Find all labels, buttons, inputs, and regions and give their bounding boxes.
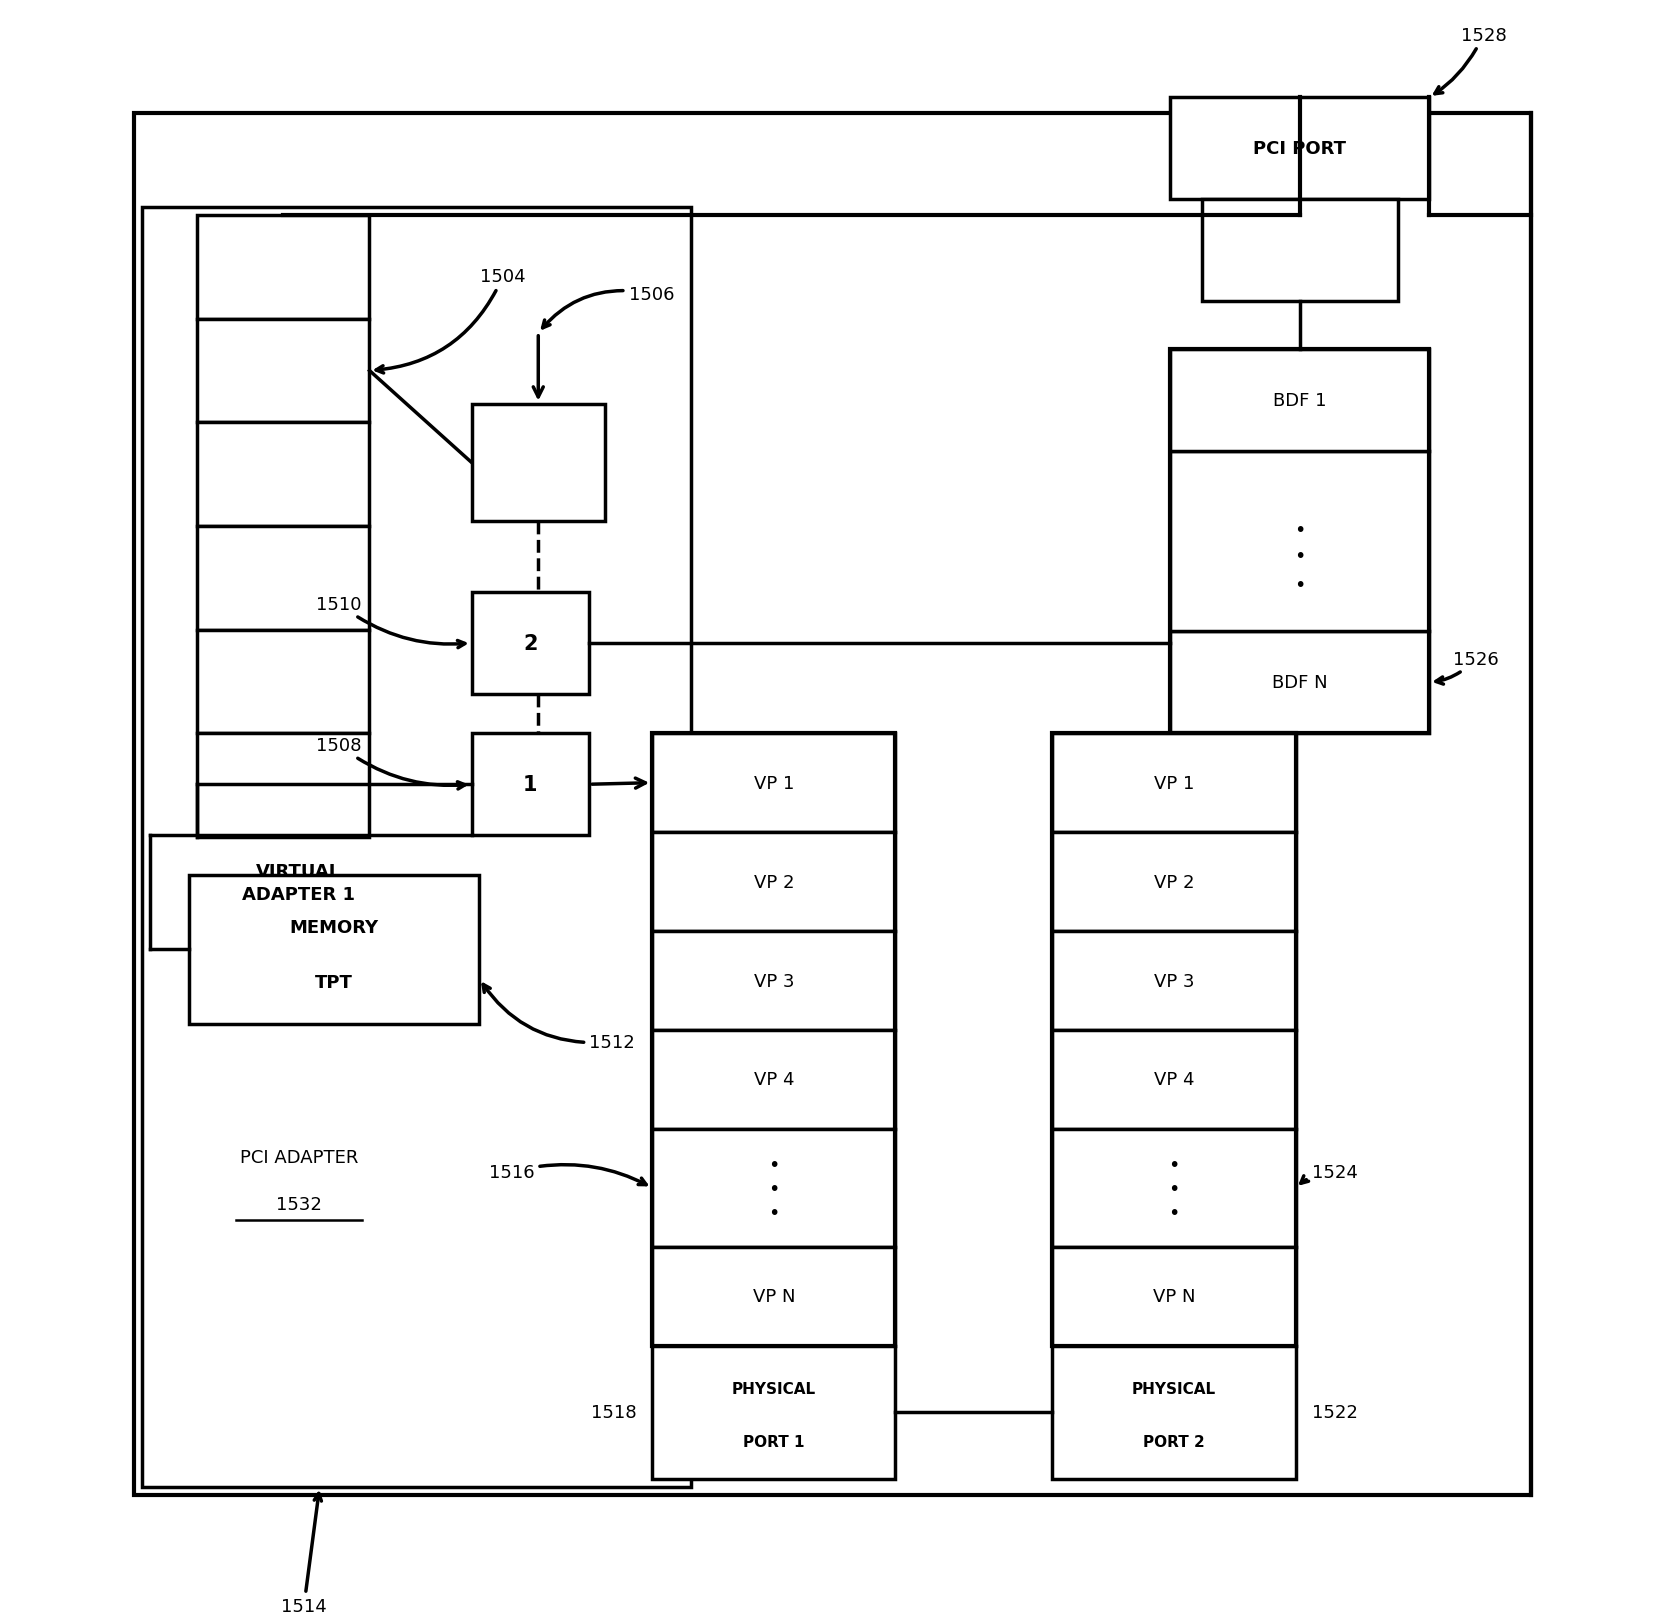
Text: TPT: TPT bbox=[316, 973, 353, 991]
Text: 1514: 1514 bbox=[281, 1493, 326, 1614]
Bar bbox=[197, 629, 370, 734]
Bar bbox=[652, 1346, 895, 1478]
Text: PORT 2: PORT 2 bbox=[1142, 1435, 1205, 1449]
Bar bbox=[197, 423, 370, 526]
Text: •: • bbox=[768, 1180, 780, 1198]
Bar bbox=[652, 931, 895, 1030]
Text: 1518: 1518 bbox=[590, 1404, 637, 1422]
Bar bbox=[188, 875, 479, 1023]
Text: PORT 1: PORT 1 bbox=[743, 1435, 805, 1449]
Text: BDF N: BDF N bbox=[1272, 673, 1327, 692]
Bar bbox=[472, 734, 590, 836]
Text: VP 4: VP 4 bbox=[1152, 1070, 1194, 1089]
Bar bbox=[1201, 200, 1398, 302]
Bar bbox=[1052, 1248, 1295, 1346]
Bar bbox=[1169, 349, 1428, 452]
Text: 1526: 1526 bbox=[1435, 650, 1497, 684]
Text: VP 2: VP 2 bbox=[753, 873, 793, 891]
Bar bbox=[1169, 98, 1428, 200]
Bar bbox=[197, 734, 370, 838]
Text: •: • bbox=[768, 1202, 780, 1222]
Text: MEMORY: MEMORY bbox=[289, 918, 378, 936]
Bar bbox=[652, 1030, 895, 1130]
Text: •: • bbox=[1168, 1156, 1179, 1175]
Bar bbox=[1169, 631, 1428, 734]
Text: 1516: 1516 bbox=[489, 1164, 645, 1185]
Text: 1532: 1532 bbox=[276, 1196, 321, 1214]
Text: 1506: 1506 bbox=[543, 286, 674, 329]
Text: VP 1: VP 1 bbox=[1152, 775, 1193, 792]
Text: 1522: 1522 bbox=[1310, 1404, 1356, 1422]
Text: •: • bbox=[1168, 1202, 1179, 1222]
Bar bbox=[1169, 452, 1428, 631]
Text: VP 3: VP 3 bbox=[753, 972, 793, 989]
Text: VP 3: VP 3 bbox=[1152, 972, 1194, 989]
Text: •: • bbox=[768, 1156, 780, 1175]
Bar bbox=[1052, 734, 1295, 833]
Text: 1510: 1510 bbox=[316, 596, 465, 649]
Bar bbox=[134, 115, 1530, 1495]
Text: 1512: 1512 bbox=[482, 985, 635, 1051]
Text: VIRTUAL
ADAPTER 1: VIRTUAL ADAPTER 1 bbox=[242, 862, 354, 904]
Bar bbox=[1052, 833, 1295, 931]
Text: VP N: VP N bbox=[1152, 1288, 1194, 1306]
Bar bbox=[472, 592, 590, 694]
Bar bbox=[1052, 1346, 1295, 1478]
Text: VP 1: VP 1 bbox=[753, 775, 793, 792]
Text: •: • bbox=[1294, 520, 1305, 539]
Text: VP 4: VP 4 bbox=[753, 1070, 793, 1089]
Text: PCI ADAPTER: PCI ADAPTER bbox=[240, 1149, 358, 1167]
Bar bbox=[197, 320, 370, 423]
Bar bbox=[652, 734, 895, 833]
Text: PHYSICAL: PHYSICAL bbox=[731, 1382, 815, 1396]
Text: •: • bbox=[1294, 547, 1305, 567]
Bar bbox=[141, 208, 690, 1486]
Text: PCI PORT: PCI PORT bbox=[1253, 140, 1346, 158]
Bar bbox=[1169, 349, 1428, 734]
Bar bbox=[472, 404, 605, 521]
Text: 2: 2 bbox=[522, 634, 538, 654]
Text: PHYSICAL: PHYSICAL bbox=[1131, 1382, 1215, 1396]
Text: VP N: VP N bbox=[753, 1288, 795, 1306]
Bar bbox=[1052, 931, 1295, 1030]
Bar bbox=[1052, 1130, 1295, 1248]
Bar bbox=[197, 526, 370, 629]
Text: 1504: 1504 bbox=[376, 268, 526, 374]
Text: VP 2: VP 2 bbox=[1152, 873, 1194, 891]
Bar bbox=[652, 833, 895, 931]
Text: 1508: 1508 bbox=[316, 736, 465, 789]
Bar bbox=[1052, 1030, 1295, 1130]
Text: •: • bbox=[1294, 575, 1305, 594]
Bar bbox=[652, 1248, 895, 1346]
Bar bbox=[1052, 734, 1295, 1346]
Text: 1524: 1524 bbox=[1300, 1164, 1356, 1183]
Text: 1: 1 bbox=[522, 775, 538, 794]
Bar bbox=[652, 734, 895, 1346]
Bar bbox=[652, 1130, 895, 1248]
Text: BDF 1: BDF 1 bbox=[1272, 391, 1326, 410]
Bar bbox=[197, 216, 370, 320]
Text: •: • bbox=[1168, 1180, 1179, 1198]
Text: 1528: 1528 bbox=[1435, 26, 1505, 95]
